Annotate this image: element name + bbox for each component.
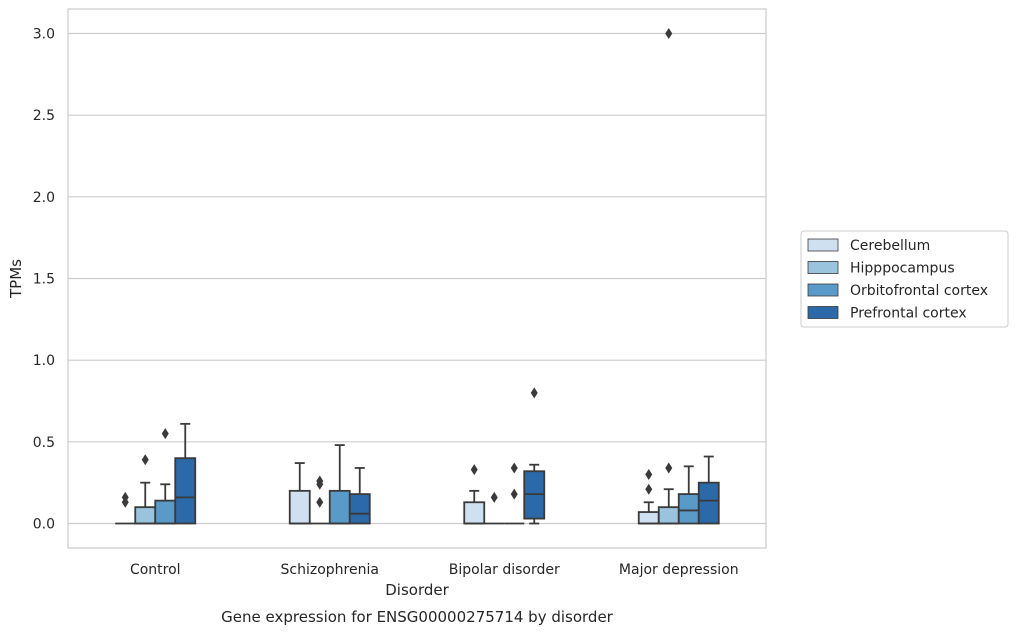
x-tick-label: Control bbox=[130, 562, 181, 578]
outlier-point bbox=[645, 483, 653, 495]
outlier-point bbox=[316, 496, 324, 508]
legend-swatch bbox=[807, 306, 839, 319]
outlier-point bbox=[510, 462, 518, 474]
box-0-0 bbox=[115, 491, 136, 525]
box-2-3 bbox=[523, 387, 546, 525]
box-0-3 bbox=[174, 422, 197, 525]
legend-label: Prefrontal cortex bbox=[850, 306, 967, 322]
x-axis-label: Disorder bbox=[385, 581, 449, 599]
legend-swatch bbox=[807, 261, 839, 274]
legend-label: Orbitofrontal cortex bbox=[850, 283, 988, 299]
y-tick-label: 2.0 bbox=[33, 190, 55, 206]
iqr-box bbox=[677, 493, 700, 525]
legend: Cerebellum Hipppocampus Orbitofrontal cort… bbox=[800, 230, 1009, 328]
outlier-point bbox=[121, 496, 129, 508]
x-tick-label: Major depression bbox=[619, 562, 739, 578]
outlier-point bbox=[316, 478, 324, 490]
iqr-box bbox=[637, 511, 660, 525]
outlier-point bbox=[645, 469, 653, 480]
iqr-box bbox=[288, 489, 311, 525]
iqr-box bbox=[463, 501, 486, 525]
outlier-point bbox=[490, 491, 498, 503]
box-3-2 bbox=[677, 465, 700, 525]
outlier-point bbox=[470, 464, 478, 476]
box-0-2 bbox=[154, 428, 177, 525]
box-0-1 bbox=[134, 454, 157, 525]
chart-title: Gene expression for ENSG00000275714 by d… bbox=[221, 608, 614, 626]
iqr-box bbox=[154, 499, 177, 525]
x-tick-label: Bipolar disorder bbox=[449, 562, 560, 578]
x-tick-labels: Control Schizophrenia Bipolar disorder Majo… bbox=[130, 562, 739, 578]
legend-label: Hipppocampus bbox=[850, 261, 955, 277]
iqr-box bbox=[328, 489, 351, 525]
y-tick-label: 1.5 bbox=[33, 272, 55, 288]
outlier-point bbox=[530, 387, 538, 399]
box-1-2 bbox=[328, 444, 351, 525]
box-1-1 bbox=[309, 475, 330, 525]
iqr-box bbox=[348, 493, 371, 525]
box-2-1 bbox=[484, 491, 505, 525]
box-1-3 bbox=[348, 467, 371, 525]
legend-swatch bbox=[807, 283, 839, 297]
y-tick-labels: 0.0 0.5 1.0 1.5 2.0 2.5 3.0 bbox=[33, 27, 55, 533]
y-tick-label: 1.0 bbox=[33, 353, 55, 369]
outlier-point bbox=[665, 28, 673, 39]
y-tick-label: 0.5 bbox=[33, 435, 55, 451]
box-2-0 bbox=[463, 464, 486, 525]
legend-label: Cerebellum bbox=[850, 238, 930, 254]
iqr-box bbox=[174, 457, 197, 525]
iqr-box bbox=[134, 506, 157, 525]
outlier-point bbox=[141, 454, 149, 466]
outlier-point bbox=[510, 488, 518, 500]
legend-swatch bbox=[807, 238, 839, 252]
box-3-3 bbox=[697, 455, 720, 525]
box-groups bbox=[115, 28, 720, 525]
y-tick-label: 2.5 bbox=[33, 108, 55, 124]
y-axis-label: TPMs bbox=[7, 259, 25, 299]
y-tick-label: 3.0 bbox=[33, 27, 55, 43]
legend-frame bbox=[800, 230, 1009, 328]
iqr-box bbox=[697, 481, 720, 525]
box-1-0 bbox=[288, 462, 311, 525]
iqr-box bbox=[657, 506, 680, 525]
x-tick-label: Schizophrenia bbox=[281, 562, 379, 578]
outlier-point bbox=[665, 462, 673, 474]
box-3-1 bbox=[657, 28, 680, 525]
outlier-point bbox=[161, 428, 169, 440]
box-2-2 bbox=[504, 462, 525, 525]
y-tick-label: 0.0 bbox=[33, 517, 55, 533]
